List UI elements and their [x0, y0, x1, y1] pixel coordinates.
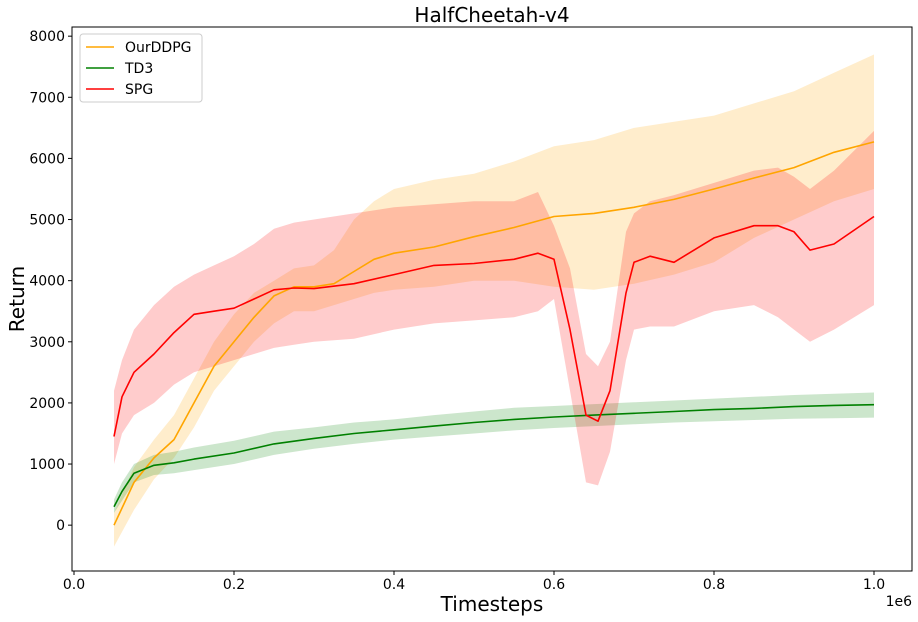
chart-title: HalfCheetah-v4: [414, 3, 569, 27]
y-tick-label: 5000: [29, 213, 65, 229]
x-axis-label: Timesteps: [440, 592, 544, 616]
y-tick-label: 4000: [29, 274, 65, 290]
line-spg: [113, 215, 875, 437]
plot-frame: [71, 26, 913, 572]
x-tick-label: 1.0: [863, 577, 885, 593]
y-tick-label: 8000: [29, 29, 65, 45]
y-axis-label: Return: [5, 266, 29, 332]
y-axis-ticks: 0 1000 2000 3000 4000 5000 6000 7000 8000: [29, 29, 72, 534]
x-tick-label: 0.4: [383, 577, 405, 593]
band-td3: [114, 392, 874, 513]
y-tick-label: 7000: [29, 90, 65, 106]
line-ourddpg: [113, 141, 875, 526]
band-spg: [114, 130, 874, 486]
legend-label-spg: SPG: [125, 82, 153, 98]
y-tick-label: 6000: [29, 151, 65, 167]
x-axis-ticks: 0.0 0.2 0.4 0.6 0.8 1.0: [63, 571, 885, 593]
y-tick-label: 0: [56, 518, 65, 534]
y-tick-label: 1000: [29, 457, 65, 473]
legend-label-td3: TD3: [124, 61, 153, 77]
legend-box: [79, 33, 203, 103]
x-tick-label: 0.2: [223, 577, 245, 593]
x-tick-label: 0.0: [63, 577, 85, 593]
legend: OurDDPG TD3 SPG: [79, 33, 203, 103]
x-tick-label: 0.8: [703, 577, 725, 593]
confidence-bands: [114, 54, 874, 547]
band-ourddpg: [114, 54, 874, 547]
series-lines: [113, 141, 875, 526]
x-tick-label: 0.6: [543, 577, 565, 593]
line-td3: [113, 403, 875, 508]
legend-label-ourddpg: OurDDPG: [125, 40, 192, 56]
y-tick-label: 2000: [29, 396, 65, 412]
x-axis-offset-text: 1e6: [886, 594, 913, 610]
y-tick-label: 3000: [29, 335, 65, 351]
